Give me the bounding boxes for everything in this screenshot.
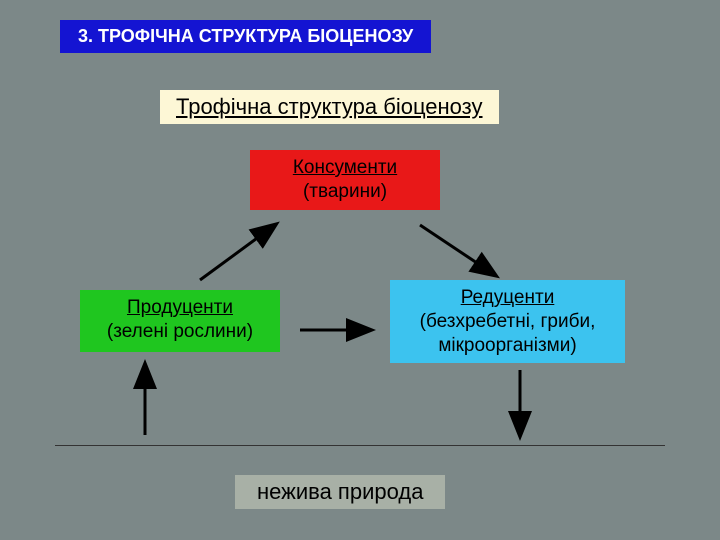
arrows-layer bbox=[0, 0, 720, 540]
